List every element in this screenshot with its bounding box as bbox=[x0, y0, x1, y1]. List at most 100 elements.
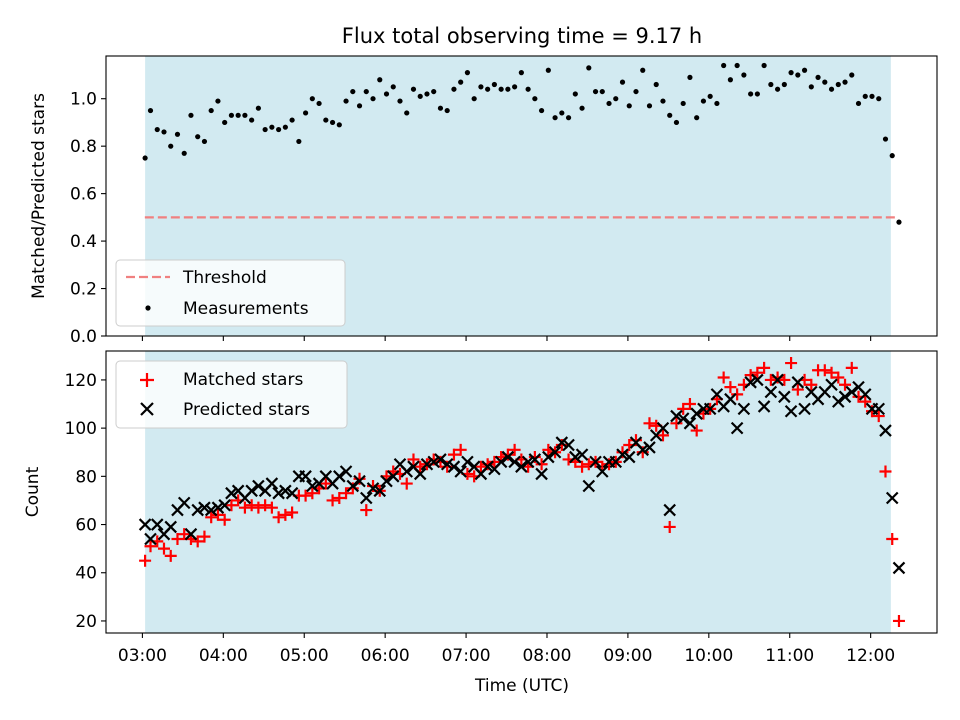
x-axis-label: Time (UTC) bbox=[474, 676, 569, 696]
matched-star-point bbox=[326, 494, 339, 507]
predicted-star-point bbox=[144, 532, 157, 546]
matched-star-point bbox=[346, 482, 359, 495]
predicted-star-point bbox=[858, 388, 872, 401]
predicted-star-point bbox=[177, 496, 191, 510]
predicted-star-point bbox=[778, 390, 791, 404]
predicted-star-point bbox=[218, 498, 231, 512]
measurement-point bbox=[768, 81, 774, 88]
predicted-star-point bbox=[515, 460, 528, 473]
predicted-star-point bbox=[879, 424, 892, 437]
measurement-point bbox=[660, 98, 666, 104]
matched-star-point bbox=[198, 530, 211, 543]
measurement-point bbox=[572, 91, 578, 97]
matched-star-point bbox=[785, 357, 798, 370]
predicted-star-point bbox=[838, 390, 852, 404]
predicted-star-point bbox=[737, 402, 751, 416]
measurement-point bbox=[592, 88, 599, 95]
measurement-point bbox=[242, 112, 248, 118]
matched-star-point bbox=[286, 506, 299, 519]
predicted-star-point bbox=[744, 376, 757, 389]
predicted-star-point bbox=[400, 465, 414, 478]
predicted-star-point bbox=[150, 518, 164, 531]
predicted-star-point bbox=[204, 503, 218, 517]
matched-star-point bbox=[265, 501, 278, 514]
measurement-point bbox=[383, 91, 390, 97]
matched-star-point bbox=[731, 388, 744, 401]
measurement-point bbox=[464, 70, 471, 76]
measurement-point bbox=[215, 98, 221, 104]
predicted-star-point bbox=[279, 484, 292, 498]
matched-star-point bbox=[528, 451, 541, 464]
x-tick-label: 10:00 bbox=[684, 646, 733, 666]
predicted-star-point bbox=[359, 491, 373, 505]
predicted-star-point bbox=[386, 470, 400, 483]
predicted-star-point bbox=[764, 385, 778, 399]
predicted-star-point bbox=[521, 455, 535, 469]
predicted-star-point bbox=[872, 402, 886, 416]
predicted-star-point bbox=[306, 479, 319, 493]
measurement-point bbox=[727, 77, 733, 83]
measurement-point bbox=[397, 98, 403, 104]
predicted-star-point bbox=[582, 479, 596, 493]
predicted-star-point bbox=[346, 479, 360, 493]
legend-predicted-label: Predicted stars bbox=[183, 400, 310, 420]
measurement-point bbox=[552, 115, 558, 121]
matched-star-point bbox=[225, 499, 238, 512]
matched-star-point bbox=[636, 446, 649, 459]
measurement-point bbox=[255, 105, 261, 111]
measurement-point bbox=[599, 88, 605, 95]
predicted-star-point bbox=[252, 479, 265, 493]
measurement-point bbox=[687, 74, 693, 80]
ratio-x-ticks bbox=[141, 336, 872, 341]
measurement-point bbox=[142, 155, 148, 161]
y-tick-label: 100 bbox=[65, 419, 97, 439]
predicted-star-point bbox=[690, 407, 703, 420]
matched-star-point bbox=[340, 487, 353, 500]
predicted-star-point bbox=[589, 455, 602, 469]
matched-star-point bbox=[670, 417, 683, 430]
measurement-point bbox=[889, 153, 895, 159]
matched-star-point bbox=[535, 458, 548, 471]
measurement-point bbox=[646, 103, 653, 109]
measurement-point bbox=[633, 88, 639, 95]
x-tick-label: 08:00 bbox=[522, 646, 571, 666]
predicted-star-point bbox=[501, 450, 515, 464]
ratio-legend-box bbox=[115, 259, 346, 327]
measurement-point bbox=[700, 98, 707, 104]
measurement-point bbox=[316, 100, 322, 107]
predicted-star-point bbox=[757, 400, 771, 413]
matched-star-point bbox=[157, 542, 170, 555]
measurement-point bbox=[565, 115, 572, 121]
measurement-point bbox=[363, 88, 369, 95]
measurement-point bbox=[282, 124, 288, 130]
matched-star-point bbox=[791, 383, 804, 396]
measurement-point bbox=[559, 110, 565, 116]
matched-star-point bbox=[744, 369, 757, 382]
predicted-star-point bbox=[885, 491, 899, 505]
measurement-point bbox=[774, 86, 781, 92]
measurement-point bbox=[174, 131, 181, 137]
predicted-star-point bbox=[784, 404, 798, 418]
measurement-point bbox=[667, 112, 673, 118]
predicted-star-point bbox=[272, 486, 285, 500]
predicted-star-point bbox=[164, 520, 178, 534]
count-legend-box bbox=[115, 360, 348, 429]
matched-star-point bbox=[238, 501, 251, 514]
predicted-star-point bbox=[440, 458, 454, 471]
matched-star-point bbox=[427, 453, 440, 466]
measurement-point bbox=[869, 93, 875, 99]
predicted-star-point bbox=[832, 395, 845, 408]
measurement-point bbox=[309, 96, 315, 102]
matched-star-point bbox=[751, 366, 764, 379]
matched-star-point bbox=[778, 373, 791, 386]
matched-star-point bbox=[805, 378, 818, 391]
matched-star-point bbox=[279, 508, 292, 521]
measurement-point bbox=[613, 96, 619, 102]
measurement-points bbox=[142, 62, 902, 225]
matched-star-point bbox=[245, 499, 258, 512]
measurement-point bbox=[417, 93, 423, 99]
measurement-point bbox=[262, 126, 268, 133]
predicted-star-point bbox=[353, 474, 366, 488]
measurement-point bbox=[336, 122, 342, 128]
matched-star-point bbox=[319, 477, 332, 490]
